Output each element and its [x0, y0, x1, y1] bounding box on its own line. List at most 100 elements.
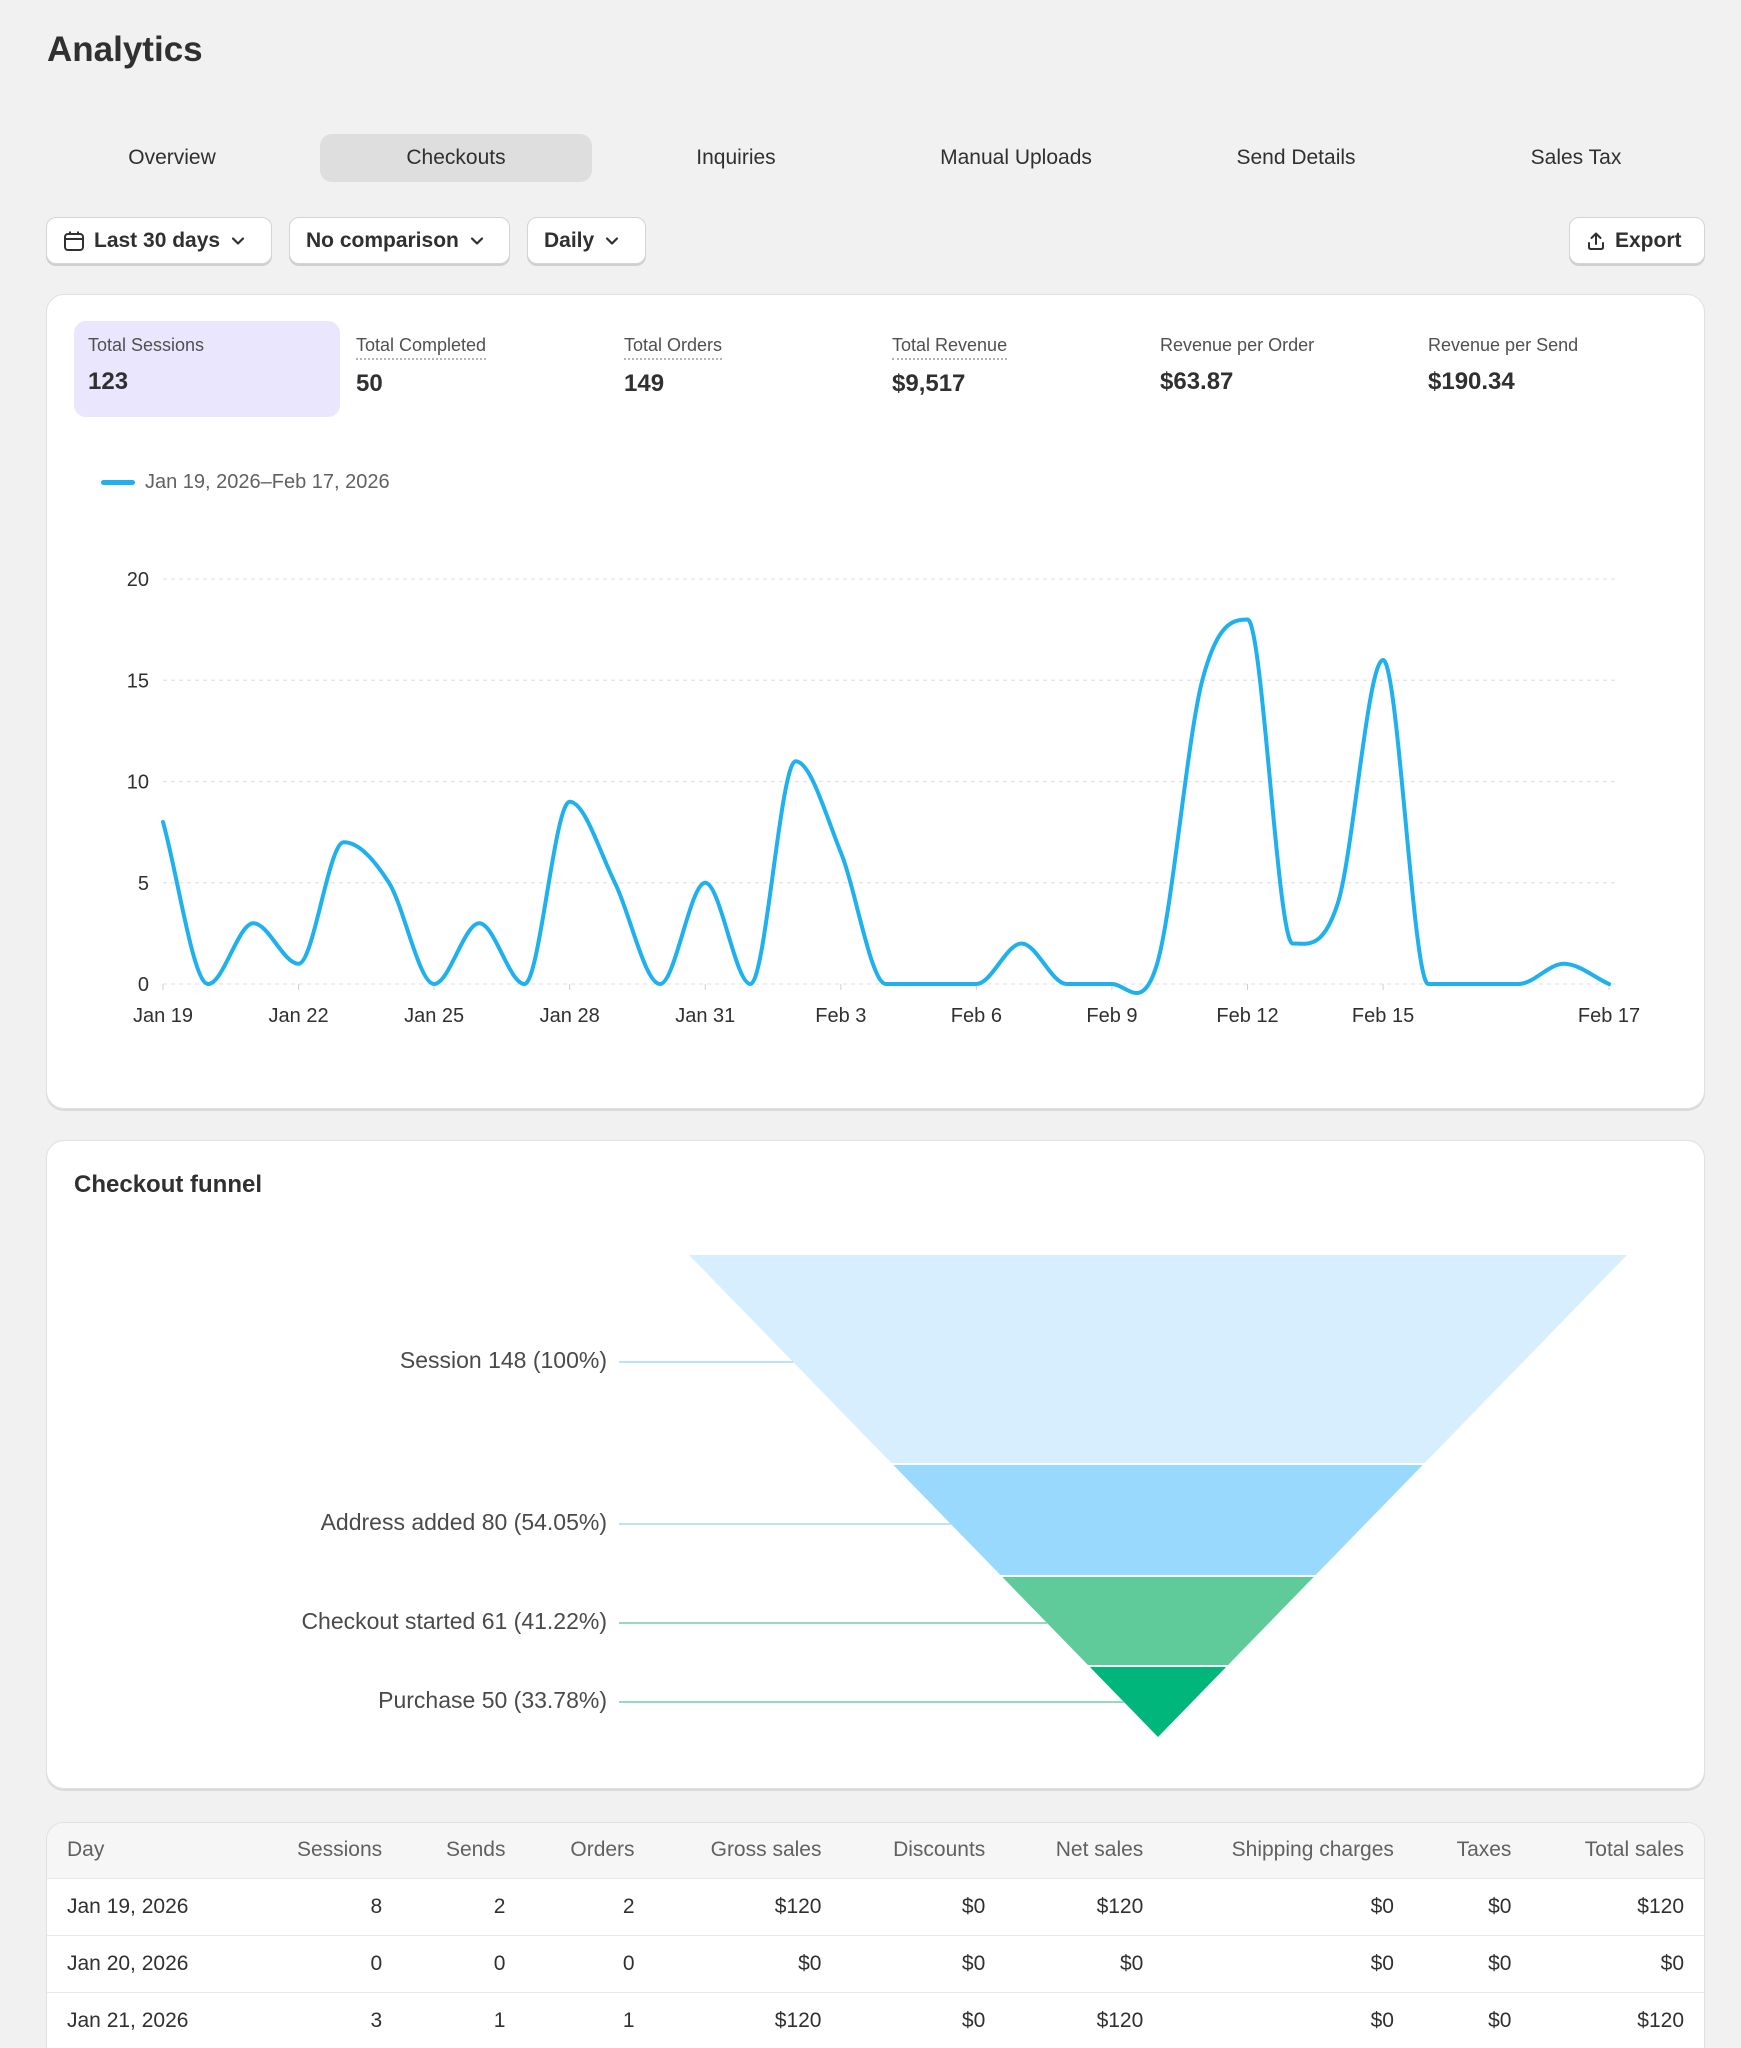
funnel-stage	[1002, 1577, 1314, 1665]
funnel-chart	[619, 1255, 1627, 1737]
column-header-discounts[interactable]: Discounts	[893, 1838, 986, 1862]
table-row: Jan 21, 2026 3 1 1 $120 $0 $120 $0 $0 $1…	[47, 1991, 1704, 2048]
column-header-taxes[interactable]: Taxes	[1456, 1838, 1512, 1862]
x-tick-label: Feb 15	[1352, 1005, 1414, 1027]
tab-bar: Overview Checkouts Inquiries Manual Uplo…	[36, 134, 1706, 182]
series-line	[161, 617, 1611, 996]
column-header-day[interactable]: Day	[67, 1838, 105, 1862]
legend-swatch	[101, 480, 135, 485]
chevron-down-icon	[606, 236, 619, 245]
funnel-label-purchase: Purchase 50 (33.78%)	[378, 1687, 607, 1713]
x-tick-label: Jan 28	[540, 1005, 600, 1027]
metric-total-orders[interactable]: Total Orders 149	[610, 321, 876, 417]
table-cell: $120	[654, 1877, 842, 1935]
y-tick-label: 20	[127, 569, 149, 591]
table-cell: $120	[1531, 1991, 1704, 2048]
metric-value: $190.34	[1428, 368, 1515, 395]
x-tick-label: Jan 31	[675, 1005, 735, 1027]
export-button[interactable]: Export	[1569, 217, 1705, 264]
table-cell: 1	[525, 1991, 655, 2048]
y-tick-label: 5	[138, 873, 149, 895]
metric-value: 123	[88, 368, 129, 395]
table-cell: Jan 19, 2026	[47, 1877, 248, 1935]
metric-label: Total Revenue	[892, 335, 1008, 360]
table-cell: $0	[1413, 1934, 1532, 1992]
funnel-stage	[1089, 1667, 1227, 1737]
chart-legend: Jan 19, 2026–Feb 17, 2026	[101, 471, 390, 494]
table-cell: 3	[247, 1991, 403, 2048]
date-range-button[interactable]: Last 30 days	[46, 217, 272, 264]
comparison-label: No comparison	[306, 228, 459, 252]
column-header-net-sales[interactable]: Net sales	[1055, 1838, 1144, 1862]
granularity-button[interactable]: Daily	[527, 217, 646, 264]
metric-value: 149	[624, 370, 665, 397]
funnel-label-session: Session 148 (100%)	[399, 1347, 607, 1373]
column-header-sends[interactable]: Sends	[445, 1838, 506, 1862]
table-row: Jan 20, 2026 0 0 0 $0 $0 $0 $0 $0 $0	[47, 1934, 1704, 1992]
x-tick-label: Feb 9	[1086, 1005, 1137, 1027]
chevron-down-icon	[470, 236, 483, 245]
x-tick-label: Jan 25	[404, 1005, 464, 1027]
table-cell: $0	[841, 1934, 1006, 1992]
metric-revenue-per-order[interactable]: Revenue per Order $63.87	[1146, 321, 1412, 417]
table-cell: $0	[654, 1934, 842, 1992]
legend-label: Jan 19, 2026–Feb 17, 2026	[145, 471, 390, 493]
table-cell: $120	[1005, 1877, 1164, 1935]
table-cell: $120	[654, 1991, 842, 2048]
column-header-total-sales[interactable]: Total sales	[1584, 1838, 1684, 1862]
funnel-stage	[893, 1465, 1423, 1575]
table-cell: Jan 20, 2026	[47, 1934, 248, 1992]
metric-revenue-per-send[interactable]: Revenue per Send $190.34	[1414, 321, 1680, 417]
table-cell: 1	[402, 1991, 526, 2048]
tab-overview[interactable]: Overview	[128, 146, 216, 169]
x-tick-label: Jan 19	[133, 1005, 193, 1027]
table-row: Jan 19, 2026 8 2 2 $120 $0 $120 $0 $0 $1…	[47, 1877, 1704, 1935]
column-header-gross-sales[interactable]: Gross sales	[710, 1838, 822, 1862]
funnel-title: Checkout funnel	[74, 1171, 263, 1198]
calendar-icon	[64, 231, 84, 251]
y-tick-label: 15	[127, 670, 149, 692]
column-header-sessions[interactable]: Sessions	[296, 1838, 383, 1862]
tab-checkouts[interactable]: Checkouts	[320, 134, 592, 182]
table-cell: $0	[1163, 1991, 1414, 2048]
comparison-button[interactable]: No comparison	[289, 217, 510, 264]
tab-inquiries[interactable]: Inquiries	[696, 146, 776, 169]
table-cell: 0	[525, 1934, 655, 1992]
funnel-stage	[689, 1255, 1627, 1463]
table-cell: $0	[1163, 1877, 1414, 1935]
column-header-shipping-charges[interactable]: Shipping charges	[1231, 1838, 1394, 1862]
metric-total-completed[interactable]: Total Completed 50	[342, 321, 608, 417]
metric-label: Total Orders	[624, 335, 723, 360]
table-header-row: Day Sessions Sends Orders Gross sales Di…	[47, 1823, 1704, 1878]
table-cell: $120	[1531, 1877, 1704, 1935]
metric-value: $63.87	[1160, 368, 1234, 395]
table-cell: $0	[1531, 1934, 1704, 1992]
metric-label: Revenue per Order	[1160, 335, 1315, 355]
x-tick-label: Feb 3	[815, 1005, 866, 1027]
y-tick-label: 0	[138, 974, 149, 996]
table-cell: $0	[1413, 1991, 1532, 2048]
funnel-label-address-added: Address added 80 (54.05%)	[320, 1509, 607, 1535]
table-cell: $0	[841, 1877, 1006, 1935]
daily-table-card: Day Sessions Sends Orders Gross sales Di…	[46, 1822, 1705, 2048]
daily-table: Day Sessions Sends Orders Gross sales Di…	[47, 1823, 1704, 2048]
y-tick-label: 10	[127, 772, 149, 794]
granularity-label: Daily	[544, 228, 595, 252]
table-cell: 2	[402, 1877, 526, 1935]
date-range-label: Last 30 days	[94, 228, 221, 252]
tab-sales-tax[interactable]: Sales Tax	[1530, 146, 1622, 169]
column-header-orders[interactable]: Orders	[570, 1838, 635, 1862]
table-cell: $120	[1005, 1991, 1164, 2048]
checkout-funnel-card: Checkout funnel Session 148 (100%) Addre…	[46, 1140, 1705, 1789]
metric-label: Total Completed	[356, 335, 487, 360]
metric-total-revenue[interactable]: Total Revenue $9,517	[878, 321, 1144, 417]
tab-manual-uploads[interactable]: Manual Uploads	[940, 146, 1092, 169]
table-cell: Jan 21, 2026	[47, 1991, 248, 2048]
sessions-line-chart: 0 5 10 15 20 Jan 19 Jan 22 Jan 25 Jan 28 Jan 31 Fe…	[127, 569, 1640, 1027]
tab-send-details[interactable]: Send Details	[1236, 146, 1356, 169]
metric-total-sessions[interactable]: Total Sessions 123	[74, 321, 340, 417]
table-cell: $0	[1163, 1934, 1414, 1992]
table-cell: $0	[1413, 1877, 1532, 1935]
table-cell: $0	[841, 1991, 1006, 2048]
page-title: Analytics	[47, 30, 203, 69]
